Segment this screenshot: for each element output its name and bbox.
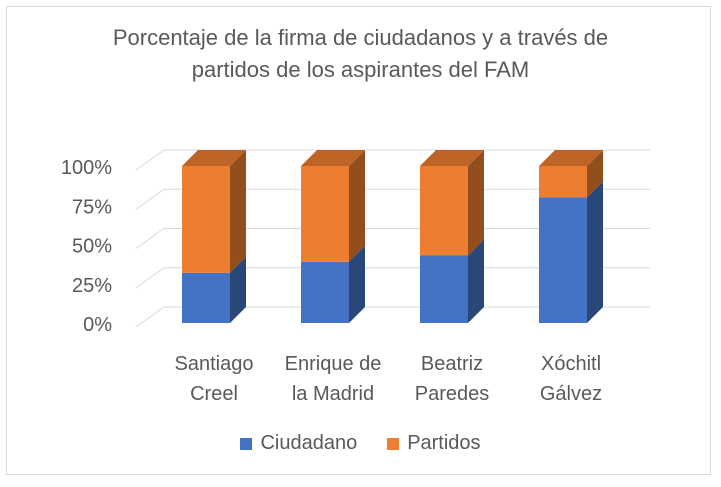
chart-title-line: partidos de los aspirantes del FAM [191,57,530,82]
x-tick-label: Beatriz [421,353,483,375]
bar-side [468,239,484,323]
bar-side [587,150,603,198]
y-tick-label: 50% [72,236,112,258]
y-tick-label: 100% [61,157,112,179]
gridline-side [135,306,165,328]
bar-segment [420,255,468,323]
x-tick-label: Santiago [175,353,254,375]
legend-swatch-partidos [387,437,400,450]
bar-segment [301,261,349,323]
x-tick-label: Paredes [415,383,490,405]
y-tick-label: 75% [72,196,112,218]
bar-top [182,150,246,166]
bar-top [420,150,484,166]
bar-segment [539,197,587,323]
bar-side [230,256,246,323]
gridline-side [135,188,165,210]
bar-segment [301,166,349,262]
chart-title-line: Porcentaje de la firma de ciudadanos y a… [112,25,609,50]
bar-segment [182,272,230,323]
legend-item-partidos: Partidos [387,432,481,455]
y-tick-label: 0% [83,314,112,336]
bar-top [301,150,365,166]
chart-title: Porcentaje de la firma de ciudadanos y a… [0,22,721,86]
x-tick-label: Gálvez [540,383,602,405]
x-tick-label: la Madrid [292,383,374,405]
bar-side [587,181,603,323]
gridline-side [135,267,165,289]
bar-segment [539,166,587,198]
x-tick-label: Creel [190,383,238,405]
bar-side [349,150,365,262]
gridline-side [135,228,165,249]
legend-label-partidos: Partidos [407,432,481,454]
bar-side [468,150,484,256]
chart-legend: Ciudadano Partidos [0,432,721,455]
bar-segment [182,166,230,273]
bar-top [539,150,603,166]
bar-side [230,150,246,273]
x-tick-label: Xóchitl [541,353,601,375]
legend-swatch-ciudadano [240,437,253,450]
bar-segment [420,166,468,256]
legend-label-ciudadano: Ciudadano [260,432,358,454]
bar-side [349,245,365,323]
x-tick-label: Enrique de [285,353,382,375]
legend-item-ciudadano: Ciudadano [240,432,357,455]
gridline-side [135,149,165,171]
y-tick-label: 25% [72,275,112,297]
